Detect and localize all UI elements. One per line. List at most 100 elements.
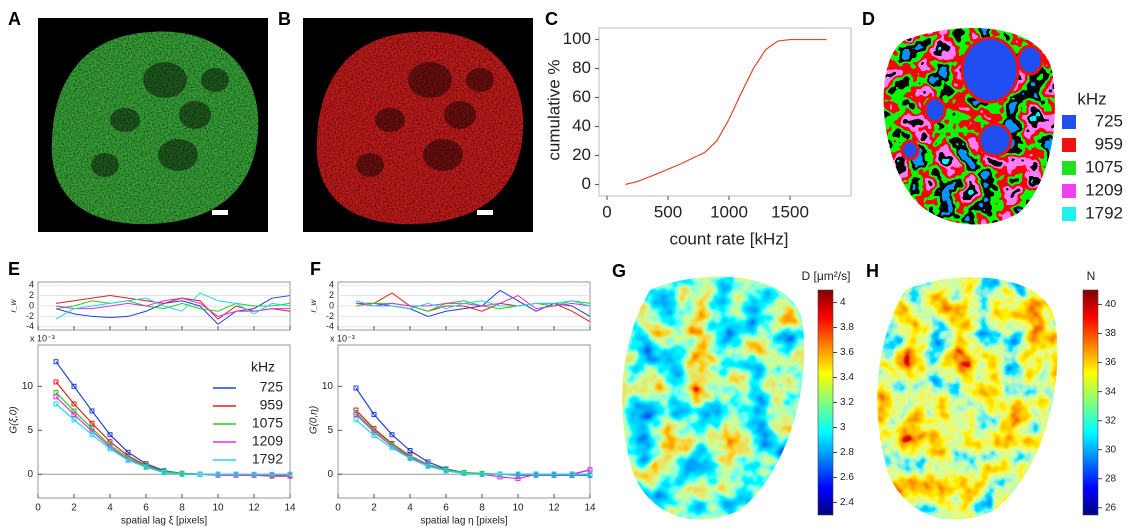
- legend-swatch: [1062, 207, 1076, 221]
- data-point: [353, 411, 359, 417]
- residual-line: [55, 295, 291, 325]
- legend-title: kHz: [251, 359, 275, 375]
- legend-swatch: [1062, 138, 1076, 152]
- dark-region: [179, 101, 211, 129]
- plot-frame: [37, 344, 291, 499]
- y-tick-label: 10: [22, 381, 34, 392]
- dark-region: [91, 153, 119, 177]
- dark-region: [201, 68, 229, 92]
- x-tick-label: 2: [71, 503, 77, 514]
- fit-line: [355, 412, 590, 475]
- fit-line: [355, 387, 590, 476]
- colorbar-tick-label: 26: [1105, 502, 1117, 513]
- colorbar-tick-label: 2.8: [840, 447, 854, 458]
- fit-line: [355, 419, 590, 475]
- data-point: [371, 433, 377, 439]
- legend-label: 959: [260, 397, 284, 413]
- colorbar: [817, 289, 834, 516]
- x-tick-label: 12: [248, 503, 260, 514]
- y-tick-label: 20: [572, 145, 591, 164]
- legend-title: kHz: [1077, 89, 1106, 108]
- x-tick-label: 12: [548, 503, 560, 514]
- dark-region: [408, 62, 452, 98]
- x-tick-label: 6: [443, 503, 449, 514]
- colorbar-tick-label: 3.4: [840, 372, 854, 383]
- colorbar-tick-label: 38: [1105, 328, 1117, 339]
- x-tick-label: 10: [212, 503, 224, 514]
- segmentation-map: [883, 28, 1055, 225]
- data-point: [71, 383, 77, 389]
- colorbar-tick-label: 28: [1105, 473, 1117, 484]
- data-point: [389, 432, 395, 438]
- dark-region: [423, 139, 463, 171]
- residual-line: [355, 300, 591, 310]
- data-point: [53, 394, 59, 400]
- data-point: [71, 401, 77, 407]
- legend-label: 1209: [1085, 180, 1123, 199]
- data-point: [89, 432, 95, 438]
- y-tick-label: 60: [572, 87, 591, 106]
- data-point: [53, 359, 59, 365]
- y-tick-label: 10: [322, 381, 334, 392]
- data-point: [107, 432, 113, 438]
- y-axis-label: cumulative %: [544, 59, 563, 160]
- map-pattern: [877, 277, 1058, 520]
- colorbar-tick-label: 3.2: [840, 397, 854, 408]
- x-axis-label: spatial lag ξ [pixels]: [121, 516, 207, 527]
- dark-region: [375, 108, 405, 132]
- x-tick-label: 4: [407, 503, 413, 514]
- residual-axis-label: r_w: [9, 298, 18, 312]
- colorbar-tick-label: 32: [1105, 415, 1117, 426]
- colorbar-title: N: [1087, 269, 1096, 283]
- x-tick-label: 1000: [710, 202, 748, 221]
- legend-label: 959: [1095, 134, 1123, 153]
- data-point: [125, 457, 131, 463]
- residual-axis-label: r_w: [309, 298, 318, 312]
- dark-region: [143, 62, 187, 98]
- blue-domain: [1016, 44, 1044, 76]
- data-point: [71, 417, 77, 423]
- residual-line: [55, 295, 291, 320]
- scale-bar: [212, 210, 228, 215]
- residual-tick-label: 2: [329, 290, 334, 300]
- x-tick-label: 14: [584, 503, 596, 514]
- colorbar-tick-label: 40: [1105, 299, 1117, 310]
- blue-domain: [923, 96, 947, 124]
- data-point: [89, 420, 95, 426]
- dark-region: [466, 68, 494, 92]
- micrograph: [303, 18, 533, 232]
- y-tick-label: 0: [27, 469, 33, 480]
- nucleus-signal: [51, 31, 259, 225]
- x-tick-label: 14: [284, 503, 296, 514]
- data-point: [407, 455, 413, 461]
- micrograph: [38, 18, 268, 232]
- residual-line: [55, 297, 290, 317]
- blue-domain: [977, 122, 1013, 158]
- x-tick-label: 8: [479, 503, 485, 514]
- plot-frame: [598, 27, 852, 197]
- colorbar-tick-label: 34: [1105, 386, 1117, 397]
- y-tick-label: 5: [327, 425, 333, 436]
- legend-label: 1075: [1085, 157, 1123, 176]
- x-tick-label: 1500: [771, 202, 809, 221]
- data-point: [53, 379, 59, 385]
- map-pattern: [622, 276, 805, 520]
- x-axis-label: spatial lag η [pixels]: [420, 516, 507, 527]
- panel-label: C: [545, 9, 558, 29]
- parameter-map: [877, 277, 1058, 520]
- data-point: [353, 417, 359, 423]
- legend-label: 725: [1095, 111, 1123, 130]
- y-tick-label: 5: [27, 425, 33, 436]
- legend-swatch: [1062, 115, 1076, 129]
- y-tick-label: 0: [582, 174, 591, 193]
- y-tick-label: 80: [572, 58, 591, 77]
- legend-label: 1075: [252, 415, 283, 431]
- y-axis-label: G(ξ,0): [9, 406, 20, 433]
- blue-domain: [900, 139, 920, 161]
- y-tick-label: 40: [572, 116, 591, 135]
- residual-line: [55, 300, 291, 312]
